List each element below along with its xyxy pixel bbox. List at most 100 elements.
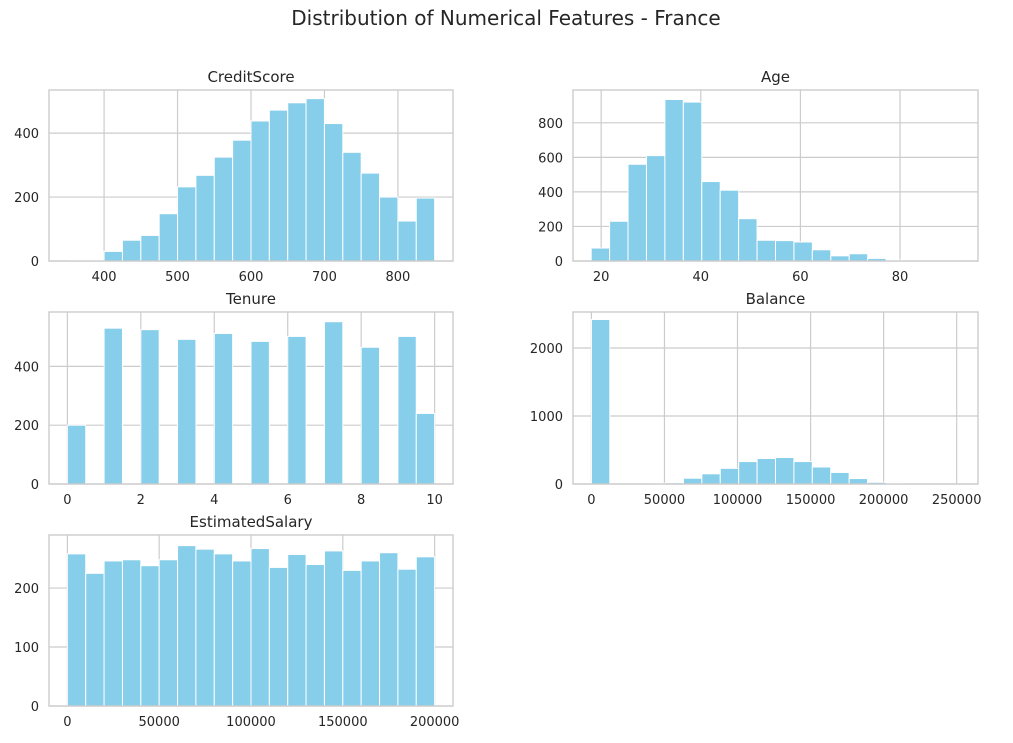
estimatedsalary-x-tick-label: 150000 bbox=[318, 715, 368, 730]
tenure-x-tick-label: 6 bbox=[284, 493, 292, 508]
estimatedsalary-bar bbox=[379, 552, 399, 707]
estimatedsalary-bar bbox=[177, 545, 197, 707]
tenure-x-tick-label: 10 bbox=[426, 493, 443, 508]
age-y-tick-label: 0 bbox=[555, 255, 563, 270]
estimatedsalary-bar bbox=[360, 560, 381, 707]
tenure-histogram: 0 2 4 6 8 10 0 200 400 Tenure bbox=[14, 290, 454, 508]
estimatedsalary-x-tick-label: 200000 bbox=[410, 715, 460, 730]
creditscore-bar bbox=[250, 120, 270, 262]
estimatedsalary-bar bbox=[213, 553, 234, 707]
creditscore-bar bbox=[140, 234, 160, 262]
balance-bar bbox=[848, 478, 869, 485]
age-bar bbox=[775, 240, 795, 262]
creditscore-x-tick-label: 800 bbox=[385, 270, 410, 285]
creditscore-axes-frame bbox=[48, 89, 454, 262]
creditscore-bar bbox=[158, 213, 179, 262]
balance-axes-frame bbox=[572, 311, 979, 485]
tenure-y-tick-label: 400 bbox=[14, 360, 39, 375]
tenure-x-tick-label: 2 bbox=[137, 493, 145, 508]
estimatedsalary-bar bbox=[305, 563, 325, 707]
creditscore-bar bbox=[121, 239, 142, 262]
tenure-bar bbox=[397, 335, 417, 485]
creditscore-bar bbox=[213, 156, 234, 262]
balance-y-tick-label: 0 bbox=[555, 478, 563, 493]
tenure-axes-frame bbox=[48, 311, 454, 485]
creditscore-bar bbox=[397, 220, 417, 262]
tenure-bar bbox=[66, 424, 87, 485]
balance-y-tick-label: 1000 bbox=[530, 410, 563, 425]
estimatedsalary-histogram: 0 50000 100000 150000 200000 0 100 200 Estimated… bbox=[14, 513, 459, 730]
balance-y-tick-label: 2000 bbox=[530, 342, 563, 357]
balance-histogram: 0 50000 100000 150000 200000 250000 0 1000 2000 B… bbox=[530, 290, 982, 508]
age-bar bbox=[811, 249, 832, 262]
creditscore-bar bbox=[287, 102, 307, 262]
age-bar bbox=[719, 189, 740, 262]
tenure-bar bbox=[287, 335, 307, 485]
balance-x-tick-label: 250000 bbox=[932, 493, 982, 508]
creditscore-x-tick-label: 600 bbox=[239, 270, 264, 285]
age-bar bbox=[848, 253, 869, 262]
estimatedsalary-bar bbox=[85, 572, 105, 707]
age-bar bbox=[627, 163, 647, 262]
creditscore-bar bbox=[379, 196, 399, 262]
estimatedsalary-x-tick-label: 100000 bbox=[226, 715, 276, 730]
balance-bar bbox=[830, 471, 850, 485]
creditscore-x-tick-label: 400 bbox=[92, 270, 117, 285]
estimatedsalary-bar bbox=[103, 560, 123, 707]
estimatedsalary-bar bbox=[232, 560, 252, 707]
age-bar bbox=[590, 247, 611, 262]
age-y-tick-label: 800 bbox=[538, 117, 563, 132]
tenure-bar bbox=[250, 340, 270, 485]
age-bar bbox=[682, 101, 703, 262]
balance-x-tick-label: 200000 bbox=[859, 493, 909, 508]
balance-bar bbox=[590, 318, 611, 485]
age-bar bbox=[738, 218, 758, 262]
age-x-tick-label: 80 bbox=[892, 270, 909, 285]
creditscore-bar bbox=[415, 197, 436, 262]
age-bar bbox=[664, 99, 684, 262]
estimatedsalary-bar bbox=[158, 559, 179, 707]
tenure-bar bbox=[103, 327, 123, 485]
creditscore-bar bbox=[177, 186, 197, 262]
creditscore-histogram: 400 500 600 700 800 0 200 400 CreditScore bbox=[14, 68, 454, 285]
creditscore-y-tick-label: 0 bbox=[31, 255, 39, 270]
creditscore-bar bbox=[195, 174, 215, 262]
creditscore-bar bbox=[232, 139, 252, 262]
age-y-tick-label: 600 bbox=[538, 151, 563, 166]
tenure-bar bbox=[140, 329, 160, 485]
age-y-tick-label: 200 bbox=[538, 220, 563, 235]
figure-title: Distribution of Numerical Features - Fra… bbox=[291, 6, 720, 30]
tenure-x-tick-label: 4 bbox=[210, 493, 218, 508]
tenure-bar bbox=[177, 338, 197, 485]
tenure-x-tick-label: 8 bbox=[357, 493, 365, 508]
age-bar bbox=[609, 220, 629, 262]
estimatedsalary-bar bbox=[415, 556, 436, 707]
age-bar bbox=[793, 241, 813, 262]
creditscore-bar bbox=[305, 98, 325, 262]
balance-bar bbox=[793, 461, 813, 485]
tenure-y-tick-label: 200 bbox=[14, 419, 39, 434]
estimatedsalary-bar bbox=[121, 559, 142, 707]
estimatedsalary-x-tick-label: 0 bbox=[63, 715, 71, 730]
creditscore-y-tick-label: 200 bbox=[14, 191, 39, 206]
balance-x-tick-label: 0 bbox=[587, 493, 595, 508]
creditscore-bar bbox=[360, 172, 381, 262]
estimatedsalary-x-tick-label: 50000 bbox=[139, 715, 180, 730]
age-x-tick-label: 20 bbox=[593, 270, 610, 285]
age-bar bbox=[701, 181, 721, 262]
balance-panel-title: Balance bbox=[746, 290, 806, 308]
creditscore-bar bbox=[103, 250, 123, 262]
estimatedsalary-panel-title: EstimatedSalary bbox=[190, 513, 313, 531]
creditscore-panel-title: CreditScore bbox=[207, 68, 294, 86]
estimatedsalary-bar bbox=[195, 548, 215, 707]
estimatedsalary-bar bbox=[250, 548, 270, 707]
tenure-bar bbox=[323, 321, 344, 485]
estimatedsalary-axes-frame bbox=[48, 534, 454, 707]
creditscore-x-tick-label: 500 bbox=[165, 270, 190, 285]
balance-bar bbox=[701, 473, 721, 485]
estimatedsalary-bar bbox=[268, 566, 289, 707]
estimatedsalary-y-tick-label: 100 bbox=[14, 641, 39, 656]
estimatedsalary-bar bbox=[140, 565, 160, 707]
